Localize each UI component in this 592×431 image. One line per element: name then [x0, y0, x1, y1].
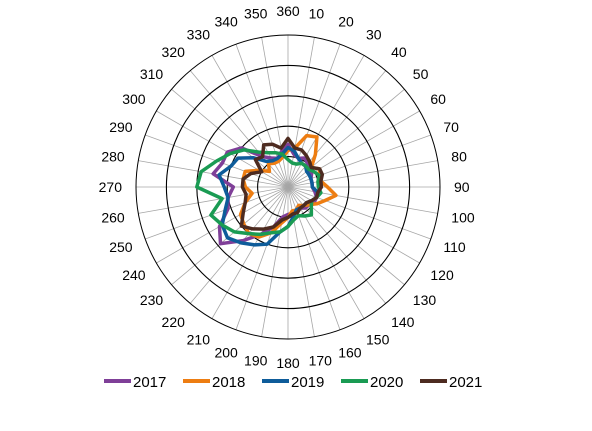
series-line-2021 — [239, 136, 325, 231]
series-lines — [195, 133, 338, 247]
legend-item-2021: 2021 — [420, 374, 482, 391]
spoke-230 — [171, 186, 289, 286]
angle-label-360: 360 — [276, 3, 300, 19]
angle-label-350: 350 — [244, 6, 268, 22]
angle-label-300: 300 — [122, 91, 146, 107]
spoke-340 — [235, 44, 289, 188]
spoke-190 — [261, 186, 289, 337]
legend-label-2020: 2020 — [370, 374, 403, 391]
angle-label-150: 150 — [366, 331, 390, 347]
ring-2 — [226, 125, 350, 249]
legend-label-2019: 2019 — [291, 374, 324, 391]
angle-tick-labels: 360 10 20304050607080901001101201301401501… — [99, 3, 475, 371]
angle-label-10: 10 — [309, 6, 325, 22]
angle-label-60: 60 — [430, 91, 446, 107]
angle-label-70: 70 — [443, 119, 459, 135]
legend-item-2019: 2019 — [262, 374, 324, 391]
angle-label-140: 140 — [391, 314, 415, 330]
angle-label-250: 250 — [109, 239, 133, 255]
angle-label-120: 120 — [430, 267, 454, 283]
angle-label-30: 30 — [366, 27, 382, 43]
spoke-320 — [189, 70, 289, 188]
angle-label-230: 230 — [140, 292, 164, 308]
angle-label-320: 320 — [162, 44, 186, 60]
angle-label-160: 160 — [338, 344, 362, 360]
ring-4 — [165, 64, 411, 310]
legend-item-2020: 2020 — [341, 374, 403, 391]
spoke-350 — [261, 37, 289, 188]
angle-label-40: 40 — [391, 44, 407, 60]
spoke-260 — [138, 186, 289, 214]
legend-label-2018: 2018 — [212, 374, 245, 391]
legend-item-2018: 2018 — [183, 374, 245, 391]
angle-label-280: 280 — [101, 148, 125, 164]
legend-label-2021: 2021 — [449, 374, 482, 391]
spoke-250 — [145, 186, 289, 240]
spoke-300 — [156, 110, 289, 188]
angle-label-80: 80 — [451, 148, 467, 164]
angle-label-310: 310 — [140, 66, 164, 82]
angle-label-210: 210 — [187, 331, 211, 347]
angle-label-190: 190 — [244, 352, 268, 368]
spoke-210 — [211, 186, 289, 319]
angle-label-20: 20 — [338, 14, 354, 30]
ring-5 — [135, 34, 441, 340]
angle-label-100: 100 — [451, 210, 475, 226]
spoke-200 — [235, 186, 289, 330]
spoke-220 — [189, 186, 289, 304]
spoke-330 — [211, 55, 289, 188]
spoke-110 — [287, 186, 431, 240]
angle-label-340: 340 — [214, 14, 238, 30]
angle-label-110: 110 — [443, 239, 466, 255]
angle-label-90: 90 — [454, 179, 470, 195]
angle-label-200: 200 — [214, 344, 238, 360]
radial-grid — [136, 35, 440, 339]
legend-label-2017: 2017 — [133, 374, 166, 391]
angle-label-330: 330 — [187, 27, 211, 43]
angle-label-290: 290 — [109, 119, 133, 135]
series-line-2020 — [195, 148, 323, 237]
legend-item-2017: 2017 — [104, 374, 166, 391]
angle-label-270: 270 — [99, 179, 123, 195]
angle-label-170: 170 — [309, 352, 333, 368]
angle-label-240: 240 — [122, 267, 146, 283]
angle-label-180: 180 — [276, 355, 300, 371]
angle-label-260: 260 — [101, 210, 125, 226]
legend: 2017 2018 2019 2020 2021 — [104, 374, 482, 391]
angle-label-220: 220 — [162, 314, 186, 330]
angle-label-50: 50 — [413, 66, 429, 82]
angle-label-130: 130 — [413, 292, 437, 308]
